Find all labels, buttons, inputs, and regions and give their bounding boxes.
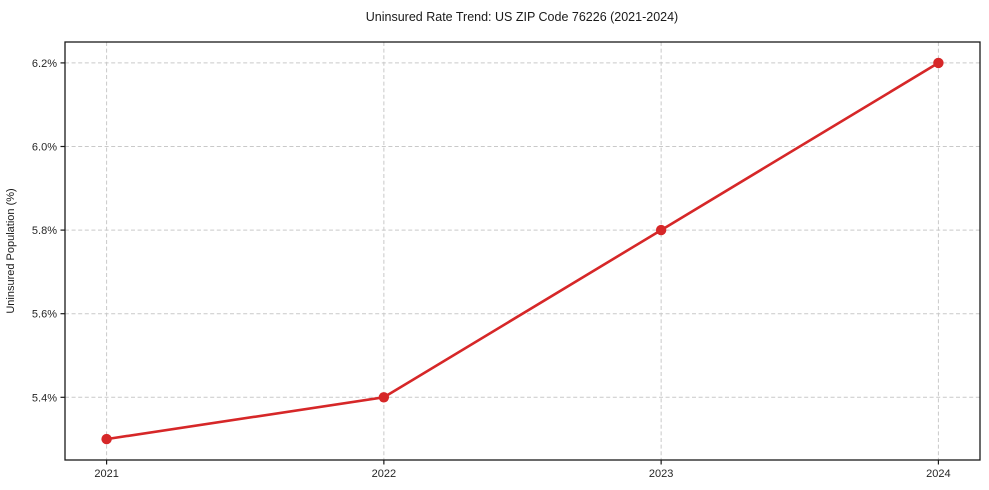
y-tick-label: 5.4% xyxy=(32,392,57,404)
y-tick-label: 5.6% xyxy=(32,309,57,321)
x-tick-label: 2022 xyxy=(372,468,396,480)
y-tick-label: 5.8% xyxy=(32,225,57,237)
data-series xyxy=(101,57,944,445)
data-point xyxy=(101,433,112,445)
x-tick-label: 2021 xyxy=(94,468,118,480)
y-axis-label: Uninsured Population (%) xyxy=(5,188,17,313)
data-point xyxy=(655,224,667,236)
y-tick-label: 6.0% xyxy=(32,142,57,154)
gridlines xyxy=(65,42,980,460)
x-tick-label: 2024 xyxy=(926,468,950,480)
y-tick-label: 6.2% xyxy=(32,58,57,70)
plot-border xyxy=(64,41,981,461)
trend-line xyxy=(105,61,940,441)
axes: 2021 2022 2023 2024 5.4% 5.6% 5.8% 6.0% 6.2% xyxy=(32,41,981,480)
data-point xyxy=(933,57,944,69)
chart-title: Uninsured Rate Trend: US ZIP Code 76226 … xyxy=(366,10,678,24)
data-point xyxy=(378,392,390,403)
x-tick-label: 2023 xyxy=(649,468,673,480)
